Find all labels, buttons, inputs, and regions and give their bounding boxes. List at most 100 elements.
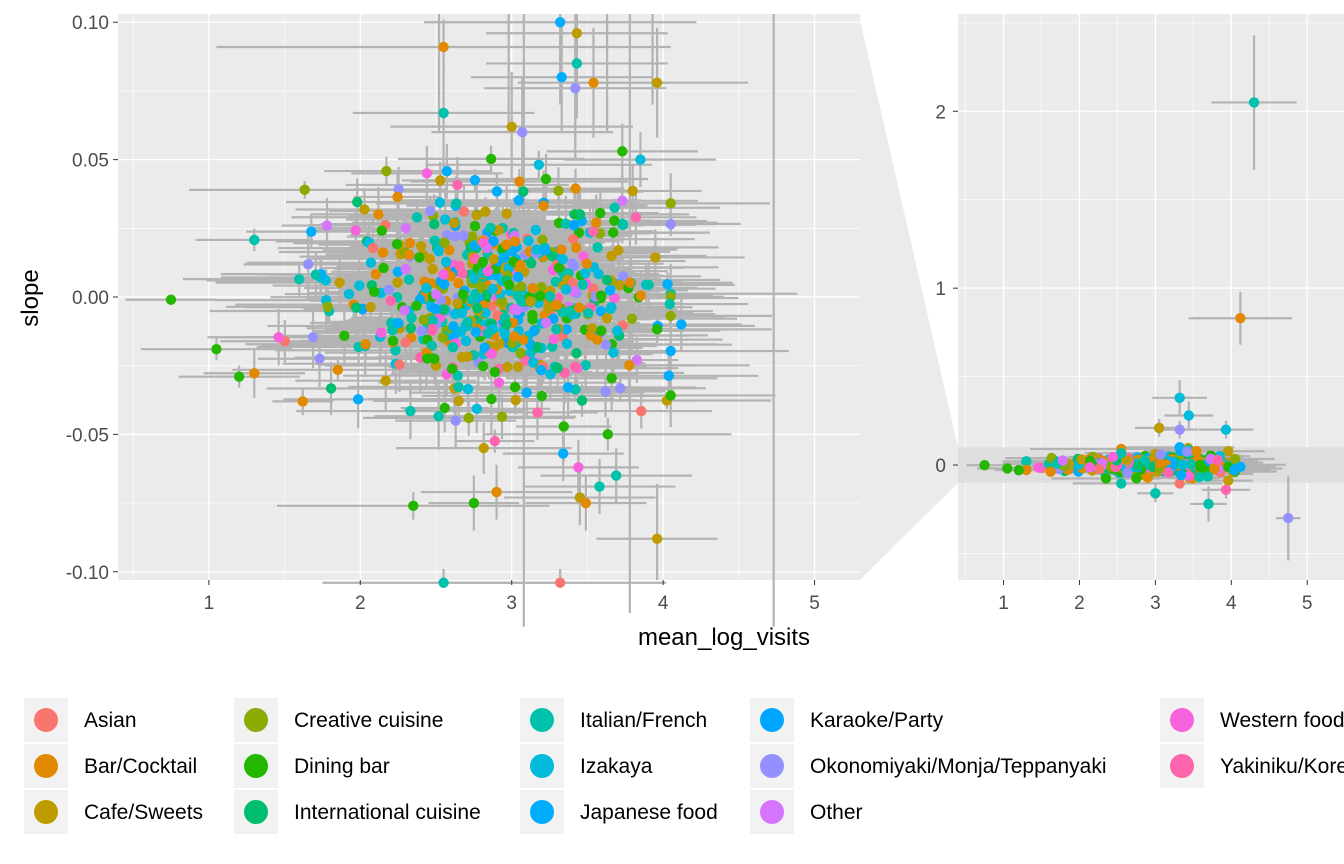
legend: Asian Bar/Cocktail Cafe/Sweets Creative cui… <box>24 698 1344 834</box>
data-point <box>595 207 606 219</box>
data-point <box>392 266 404 277</box>
data-point <box>1183 410 1194 421</box>
data-point <box>360 339 371 350</box>
data-point <box>441 165 453 177</box>
data-point <box>512 361 524 373</box>
data-point <box>429 235 440 246</box>
data-point <box>635 154 646 165</box>
data-point <box>568 260 580 272</box>
data-point <box>478 237 489 249</box>
data-point <box>535 364 547 376</box>
data-point <box>513 195 525 206</box>
data-point <box>165 294 177 305</box>
data-point <box>496 411 508 422</box>
data-point <box>1122 467 1133 479</box>
data-point <box>618 271 629 282</box>
data-point <box>554 577 566 588</box>
data-point <box>1155 449 1166 460</box>
data-point <box>1220 424 1232 435</box>
data-point <box>403 249 415 261</box>
data-point <box>515 347 526 359</box>
data-point <box>590 217 602 228</box>
legend-swatch <box>530 708 554 732</box>
data-point <box>1183 470 1194 482</box>
data-point <box>421 168 433 179</box>
data-point <box>1209 464 1220 475</box>
data-point <box>359 204 370 215</box>
data-point <box>352 394 364 405</box>
data-point <box>576 395 588 406</box>
data-point <box>537 234 548 245</box>
data-point <box>552 362 563 374</box>
data-point <box>485 222 496 234</box>
data-point <box>468 273 480 284</box>
legend-label: Asian <box>84 709 137 732</box>
data-point <box>489 366 501 378</box>
data-point <box>477 256 489 268</box>
data-point <box>368 286 380 298</box>
data-point <box>1283 512 1294 524</box>
data-point <box>211 344 222 355</box>
data-point <box>1057 455 1068 466</box>
data-point <box>1185 459 1197 470</box>
legend-item: Dining bar <box>234 744 390 788</box>
x-tick-label: 2 <box>1074 593 1085 614</box>
legend-label: Japanese food <box>580 801 718 824</box>
data-point <box>518 334 529 346</box>
data-point <box>580 267 591 279</box>
data-point <box>449 308 461 320</box>
y-tick-label: -0.10 <box>66 563 109 584</box>
data-point <box>527 283 538 294</box>
data-point <box>434 197 446 208</box>
data-point <box>1121 455 1132 466</box>
data-point <box>408 500 419 512</box>
data-point <box>535 290 546 302</box>
data-point <box>438 41 449 53</box>
data-point <box>553 185 564 196</box>
legend-item: Italian/French <box>520 698 707 742</box>
data-point <box>1150 488 1161 499</box>
data-point <box>1223 475 1234 486</box>
data-point <box>1153 422 1165 434</box>
data-point <box>1182 446 1193 457</box>
legend-swatch <box>530 800 554 824</box>
data-point <box>609 292 620 304</box>
data-point <box>665 219 676 230</box>
data-point <box>427 315 438 326</box>
data-point <box>1093 464 1105 475</box>
data-point <box>1116 447 1127 459</box>
legend-swatch <box>1170 708 1194 732</box>
data-point <box>614 279 625 291</box>
data-point <box>393 318 404 329</box>
data-point <box>569 361 581 372</box>
data-point <box>574 209 586 220</box>
data-point <box>400 222 412 234</box>
data-point <box>608 347 619 358</box>
data-point <box>553 262 565 273</box>
data-point <box>1195 459 1206 471</box>
main-panel: 1 2 3 4 5 -0.10 -0.05 0.00 0.05 0.10 <box>66 13 860 627</box>
data-point <box>383 284 394 295</box>
x-tick-label: 4 <box>658 593 669 614</box>
data-point <box>488 254 499 265</box>
data-point <box>536 390 547 402</box>
data-point <box>636 405 647 417</box>
data-point <box>540 317 552 329</box>
data-point <box>611 470 622 481</box>
zoom-panel: 1 2 3 4 5 0 1 2 <box>935 14 1344 614</box>
data-point <box>491 486 502 498</box>
zoom-x-axis: 1 2 3 4 5 <box>998 580 1313 614</box>
legend-item: Asian <box>24 698 137 742</box>
data-point <box>615 383 626 394</box>
data-point <box>458 230 469 241</box>
legend-item: Western food <box>1160 698 1344 742</box>
data-point <box>1163 467 1174 478</box>
data-point <box>502 361 513 373</box>
data-point <box>592 242 603 253</box>
data-point <box>299 184 310 196</box>
zoom-panel-background <box>958 14 1344 580</box>
main-y-axis: -0.10 -0.05 0.00 0.05 0.10 <box>66 13 118 584</box>
data-point <box>1229 453 1241 465</box>
data-point <box>415 240 427 252</box>
